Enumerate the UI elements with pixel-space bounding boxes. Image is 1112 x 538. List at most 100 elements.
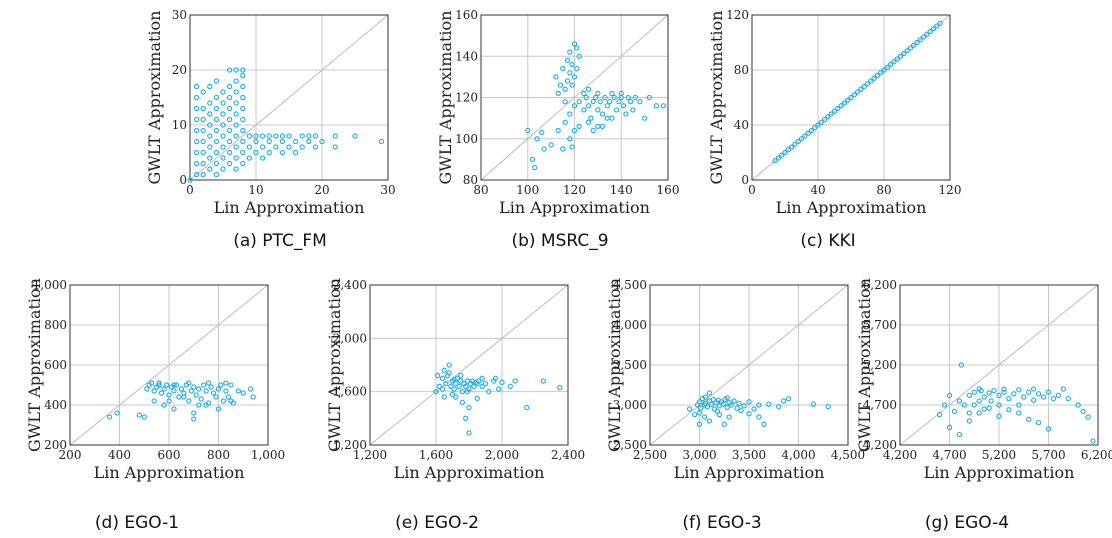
data-point bbox=[207, 111, 213, 117]
data-point bbox=[815, 122, 821, 128]
data-point bbox=[449, 391, 456, 397]
data-point bbox=[835, 105, 841, 112]
data-point bbox=[946, 424, 953, 431]
y-axis-label: GWLT Approximation bbox=[436, 11, 455, 185]
x-tick-label: 400 bbox=[108, 448, 131, 462]
data-point bbox=[557, 385, 563, 391]
data-point bbox=[702, 400, 709, 407]
data-point bbox=[240, 160, 246, 167]
data-point bbox=[805, 130, 811, 136]
data-point bbox=[207, 133, 213, 139]
data-point bbox=[151, 388, 157, 394]
data-point bbox=[200, 382, 207, 388]
data-point bbox=[1060, 386, 1066, 392]
data-point bbox=[868, 78, 874, 84]
data-point bbox=[808, 127, 815, 134]
y-axis-label: GWLT Approximation bbox=[145, 11, 164, 185]
data-point bbox=[1031, 386, 1037, 392]
data-point bbox=[884, 64, 890, 70]
x-tick-label: 3,500 bbox=[732, 448, 766, 462]
data-point bbox=[630, 107, 636, 113]
plot-frame bbox=[480, 14, 669, 181]
data-point bbox=[734, 405, 740, 411]
data-point bbox=[613, 107, 620, 113]
data-point bbox=[901, 50, 907, 57]
data-point bbox=[936, 411, 943, 418]
data-point bbox=[161, 402, 167, 408]
plot-frame bbox=[369, 284, 569, 446]
data-point bbox=[564, 78, 571, 84]
data-point bbox=[200, 127, 206, 134]
data-point bbox=[218, 382, 224, 388]
data-point bbox=[697, 405, 704, 411]
data-point bbox=[474, 395, 480, 401]
data-point bbox=[746, 399, 752, 405]
data-point bbox=[904, 48, 910, 54]
y-tick-label: 1,600 bbox=[333, 385, 367, 399]
y-tick-label: 100 bbox=[455, 132, 478, 146]
diagonal-reference-line bbox=[751, 14, 951, 181]
y-tick-label: 80 bbox=[463, 173, 478, 187]
data-point bbox=[691, 411, 698, 418]
data-point bbox=[756, 414, 762, 420]
x-tick-label: 1,000 bbox=[251, 448, 285, 462]
x-tick-label: 10 bbox=[248, 183, 263, 197]
x-axis-label: Lin Approximation bbox=[394, 463, 545, 482]
data-point bbox=[1016, 402, 1022, 408]
y-tick-label: 3,500 bbox=[613, 358, 647, 372]
data-point bbox=[1035, 391, 1042, 397]
subfigure-caption: (b) MSRC_9 bbox=[511, 231, 608, 251]
data-point bbox=[1090, 438, 1096, 444]
data-point bbox=[555, 90, 561, 97]
data-point bbox=[240, 116, 246, 123]
data-point bbox=[534, 136, 540, 142]
data-point bbox=[660, 103, 666, 109]
data-point bbox=[618, 90, 624, 97]
data-point bbox=[207, 155, 213, 161]
data-point bbox=[576, 98, 582, 105]
data-point bbox=[240, 149, 246, 156]
data-point bbox=[220, 155, 226, 161]
data-point bbox=[927, 28, 933, 35]
plot-frame bbox=[899, 284, 1099, 446]
data-point bbox=[701, 414, 708, 420]
subfigure-caption: (e) EGO-2 bbox=[395, 513, 479, 533]
x-tick-label: 1,200 bbox=[353, 448, 387, 462]
data-point bbox=[228, 398, 234, 404]
data-point bbox=[874, 72, 881, 79]
data-point bbox=[714, 408, 720, 415]
data-point bbox=[200, 105, 206, 112]
data-point bbox=[213, 116, 220, 123]
data-point bbox=[986, 405, 992, 411]
data-point bbox=[466, 430, 472, 436]
data-point bbox=[441, 367, 447, 373]
data-point bbox=[590, 98, 596, 105]
data-point bbox=[881, 67, 887, 73]
data-point bbox=[248, 386, 254, 392]
data-point bbox=[996, 402, 1002, 408]
data-point bbox=[198, 396, 204, 402]
data-point bbox=[207, 100, 213, 106]
data-point bbox=[781, 398, 787, 404]
data-point bbox=[746, 411, 752, 417]
data-point bbox=[156, 382, 162, 388]
data-point bbox=[166, 398, 172, 404]
data-point bbox=[595, 90, 601, 97]
data-point bbox=[930, 26, 937, 32]
scatter-panel-4: 200 400 600 800 1,000 200 400 600 800 1,000 Lin Ap… bbox=[25, 278, 285, 533]
data-point bbox=[233, 111, 239, 117]
data-point bbox=[1035, 419, 1042, 426]
data-point bbox=[604, 115, 610, 121]
data-point bbox=[186, 398, 192, 404]
data-point bbox=[623, 111, 629, 117]
data-point bbox=[810, 401, 816, 407]
data-point bbox=[848, 94, 854, 101]
data-point bbox=[961, 402, 967, 408]
x-tick-label: 80 bbox=[876, 183, 891, 197]
data-point bbox=[567, 111, 573, 117]
data-point bbox=[223, 380, 229, 386]
data-point bbox=[266, 138, 272, 145]
data-point bbox=[627, 98, 634, 105]
data-point bbox=[215, 386, 222, 392]
